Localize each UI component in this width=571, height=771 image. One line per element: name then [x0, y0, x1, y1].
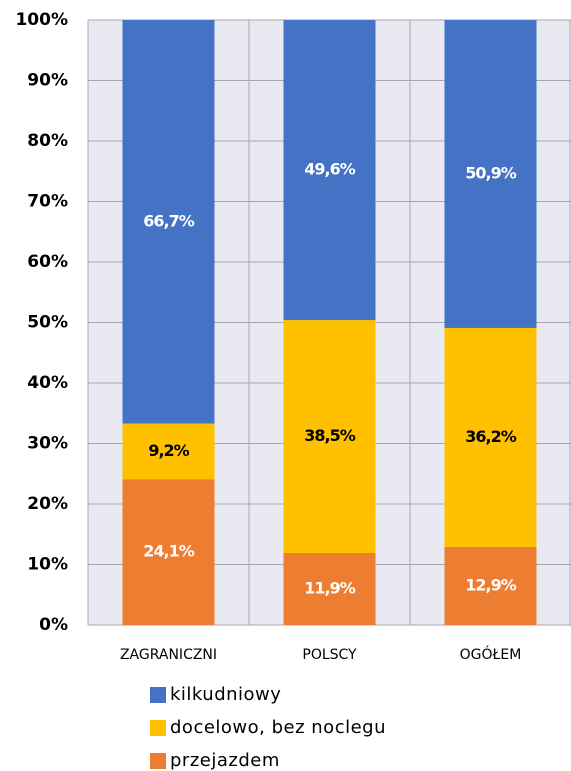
bar-segment	[283, 320, 376, 554]
bar-segment	[122, 20, 215, 424]
bar-segment	[122, 423, 215, 480]
legend-swatch	[150, 720, 166, 736]
y-tick-label: 70%	[27, 192, 68, 212]
legend-label: kilkudniowy	[170, 684, 281, 705]
y-tick-label: 20%	[27, 494, 68, 514]
y-tick-label: 10%	[27, 555, 68, 575]
y-tick-label: 30%	[27, 434, 68, 454]
y-tick-label: 80%	[27, 131, 68, 151]
legend-swatch	[150, 753, 166, 769]
value-label: 49,6%	[304, 160, 355, 179]
x-tick-label: POLSCY	[302, 647, 357, 663]
y-tick-label: 50%	[27, 313, 68, 333]
y-tick-label: 0%	[39, 615, 68, 635]
bar-segment	[444, 20, 537, 328]
legend-swatch	[150, 687, 166, 703]
bar-segment	[283, 553, 376, 625]
bar-segment	[444, 546, 537, 625]
value-label: 38,5%	[304, 426, 355, 445]
x-tick-label: OGÓŁEM	[460, 645, 522, 663]
y-tick-label: 100%	[15, 10, 68, 30]
bar-segment	[122, 479, 215, 625]
value-label: 50,9%	[465, 163, 516, 182]
y-tick-label: 60%	[27, 252, 68, 272]
legend-label: przejazdem	[170, 750, 280, 771]
value-label: 66,7%	[143, 211, 194, 230]
value-label: 24,1%	[143, 542, 194, 561]
y-tick-label: 40%	[27, 373, 68, 393]
value-label: 36,2%	[465, 427, 516, 446]
x-tick-label: ZAGRANICZNI	[120, 647, 217, 663]
value-label: 12,9%	[465, 575, 516, 594]
y-tick-label: 90%	[27, 71, 68, 91]
value-label: 11,9%	[304, 579, 355, 598]
bar-segment	[283, 20, 376, 321]
bar-segment	[444, 327, 537, 547]
legend-label: docelowo, bez noclegu	[170, 717, 386, 738]
value-label: 9,2%	[148, 441, 189, 460]
